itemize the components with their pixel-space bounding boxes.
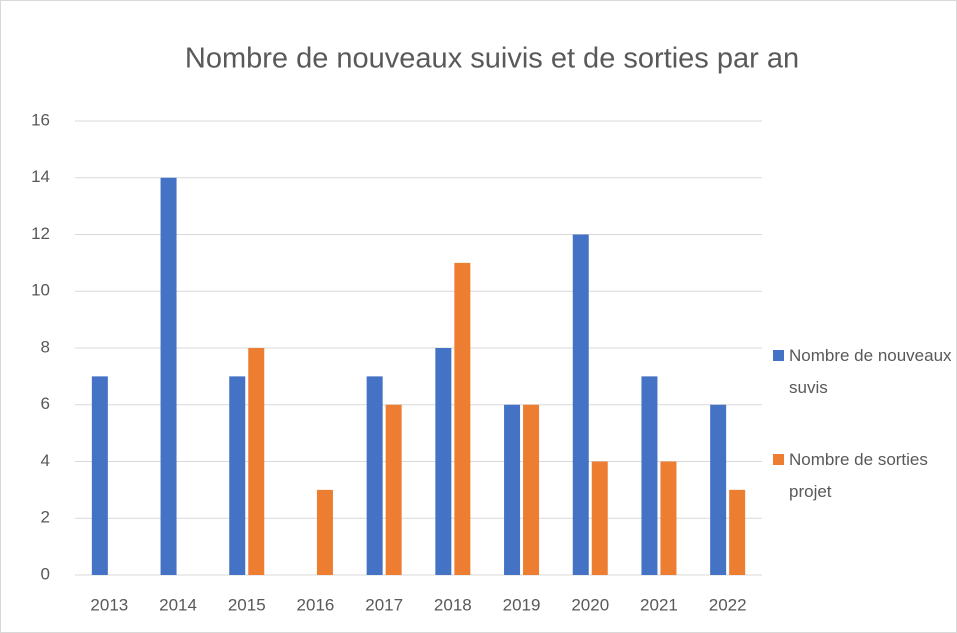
bar [591, 461, 608, 575]
y-tick-label: 16 [31, 110, 50, 129]
y-tick-label: 10 [31, 281, 50, 300]
bar [435, 348, 452, 575]
legend-swatch [773, 454, 784, 465]
bar [641, 376, 658, 575]
legend-item: Nombre de nouveaux suvis [773, 340, 953, 404]
x-tick-label: 2019 [503, 595, 541, 614]
bar [572, 234, 589, 575]
x-tick-label: 2014 [159, 595, 197, 614]
legend-label: Nombre de nouveaux suvis [789, 346, 952, 397]
bar [366, 376, 383, 575]
x-tick-label: 2013 [90, 595, 128, 614]
x-tick-label: 2016 [297, 595, 335, 614]
y-tick-label: 8 [41, 337, 50, 356]
bar [710, 404, 727, 575]
x-tick-label: 2022 [709, 595, 747, 614]
bar [160, 177, 177, 575]
x-tick-label: 2017 [365, 595, 403, 614]
bar [385, 404, 402, 575]
x-tick-label: 2018 [434, 595, 472, 614]
y-tick-label: 4 [41, 451, 50, 470]
legend-label: Nombre de sorties projet [789, 450, 928, 501]
x-tick-label: 2015 [228, 595, 266, 614]
bar [660, 461, 677, 575]
y-tick-label: 14 [31, 167, 50, 186]
bar [523, 404, 540, 575]
y-tick-label: 0 [41, 564, 50, 583]
bar [454, 262, 471, 575]
x-tick-label: 2020 [571, 595, 609, 614]
y-tick-label: 12 [31, 224, 50, 243]
bar [229, 376, 246, 575]
y-tick-label: 6 [41, 394, 50, 413]
legend-item: Nombre de sorties projet [773, 444, 953, 508]
bar [248, 348, 265, 575]
bar [91, 376, 108, 575]
legend-swatch [773, 350, 784, 361]
bar [316, 489, 333, 575]
y-tick-label: 2 [41, 508, 50, 527]
bar [504, 404, 521, 575]
x-tick-label: 2021 [640, 595, 678, 614]
bar [729, 489, 746, 575]
chart-title: Nombre de nouveaux suivis et de sorties … [185, 43, 799, 75]
